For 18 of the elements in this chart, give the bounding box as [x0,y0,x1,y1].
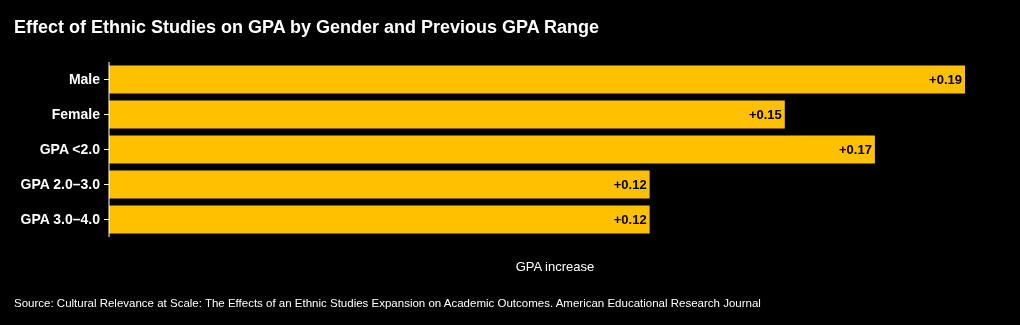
bar [109,135,875,164]
bar [109,170,650,199]
y-tick-label: GPA 3.0–4.0 [20,211,101,228]
x-axis-title: GPA increase [515,259,595,274]
bar [109,205,650,234]
data-label: +0.12 [613,177,647,193]
data-label: +0.17 [838,142,872,158]
source-note: Source: Cultural Relevance at Scale: The Effects of an Ethnic Studies Expansion on Academic Outcomes. American Educational Research Journal [14,297,761,309]
data-label: +0.19 [929,72,962,88]
data-label: +0.12 [613,212,647,228]
y-tick-label: Female [51,106,101,123]
chart-title: Effect of Ethnic Studies on GPA by Gender and Previous GPA Range [14,17,600,37]
data-label: +0.15 [748,107,782,123]
y-tick-label: Male [68,71,101,88]
y-tick-label: GPA <2.0 [39,141,101,158]
bar [109,65,965,94]
bar [109,100,785,129]
y-tick-label: GPA 2.0–3.0 [20,176,101,193]
